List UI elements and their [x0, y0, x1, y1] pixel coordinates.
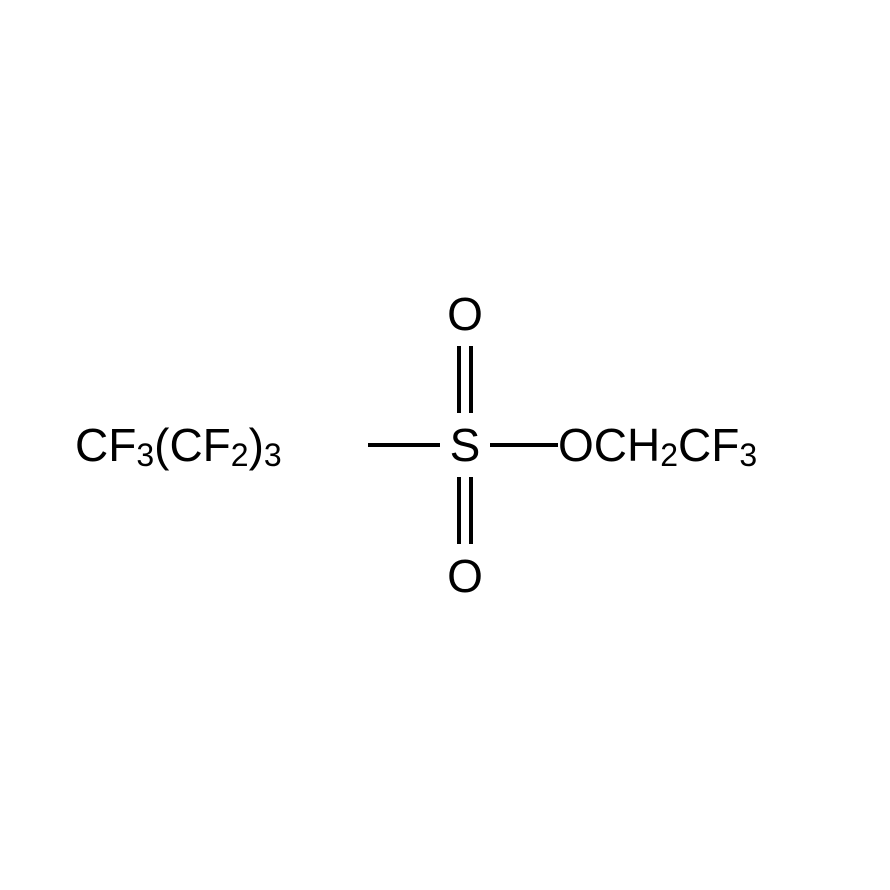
chemical-structure: CF3(CF2)3 S O O OCH2CF3	[0, 0, 890, 890]
oxygen-top: O	[447, 288, 483, 340]
left-fluorocarbon-group: CF3(CF2)3	[75, 419, 282, 473]
sulfur-atom: S	[450, 419, 481, 471]
right-fluoroether-group: OCH2CF3	[558, 419, 757, 473]
oxygen-bottom: O	[447, 550, 483, 602]
